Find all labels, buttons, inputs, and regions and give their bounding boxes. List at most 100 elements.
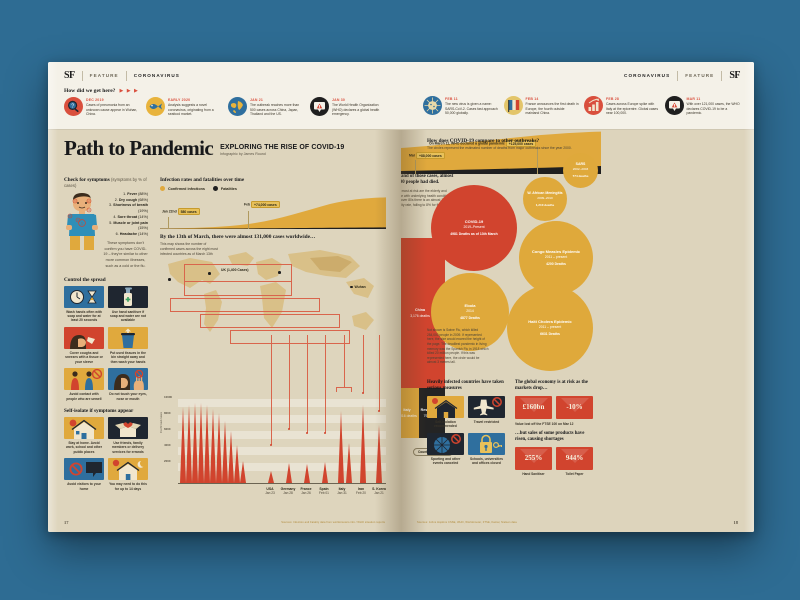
hero-block: Path to Pandemic EXPLORING THE RISE OF C… xyxy=(48,130,401,158)
alert-megaphone-icon xyxy=(310,97,329,116)
isolate-caption: Use friends, family members or delivery … xyxy=(111,441,145,454)
bar-iran xyxy=(360,405,366,484)
economy-stat: -10% xyxy=(556,395,593,419)
intro-heading: How did we get here? xyxy=(64,88,116,94)
rates-heading: Infection rates and fatalities over time xyxy=(160,177,245,183)
isolate-card: You may need to do this for up to 14 day… xyxy=(108,458,148,491)
country-date: Feb 20 xyxy=(356,491,366,496)
first-case-stem xyxy=(271,335,272,446)
measure-card: Schools, universities and offices closed xyxy=(468,432,505,466)
y-tick: 4000 xyxy=(164,443,171,448)
pandemic-note-text: On March 11, WHO declared a global pande… xyxy=(429,141,505,146)
bar-china xyxy=(204,405,210,484)
country-name: Germany xyxy=(280,487,296,492)
map-subtext: This map shows the number of confirmed c… xyxy=(160,242,218,256)
measure-caption: Sporting and other events canceled xyxy=(430,456,461,466)
masthead-top-row: CORONAVIRUS FEATURE SF xyxy=(423,69,740,82)
symptom-name: Fever xyxy=(127,192,138,196)
isolate-caption: Stay at home. Avoid work, school and oth… xyxy=(65,441,103,454)
timeline-text: EARLY 2020 Analysis suggests a novel cor… xyxy=(168,97,223,117)
symptom-pct: (68%) xyxy=(138,197,148,202)
symptom-pct: (14%) xyxy=(138,214,148,219)
masthead-right-group: CORONAVIRUS FEATURE SF xyxy=(624,70,740,81)
country-date: Jan 21 xyxy=(374,491,384,496)
map-dot-uk xyxy=(208,272,211,275)
bubble-haiti-cholera: Haiti Cholera Epidemic 2011 – present 66… xyxy=(507,284,593,371)
symptom-name: Dry cough xyxy=(118,197,138,202)
control-card: Do not touch your eyes, nose or mouth xyxy=(108,368,148,401)
no-visitors-icon xyxy=(64,458,104,481)
hero-subtitle: EXPLORING THE RISE OF COVID-19 xyxy=(220,144,345,152)
timeline-text: MAR 11 With over 121,000 cases, the WHO … xyxy=(687,96,741,116)
legend-swatch-fatalities xyxy=(212,186,218,191)
pandemic-value: +125,000 cases xyxy=(505,140,537,147)
bar-china xyxy=(210,409,216,484)
x-label-skorea: S. Korea Jan 21 xyxy=(364,487,394,495)
bubble-meningitis: W. African Meningitis 2009–2010 1,210 de… xyxy=(523,176,567,221)
callout-box xyxy=(184,282,292,297)
bubble-name: Congo Measles Epidemic xyxy=(531,248,581,254)
fish-icon xyxy=(146,97,165,116)
bar-china xyxy=(180,407,186,484)
measure-caption: Schools, universities and offices closed xyxy=(470,456,503,466)
timeline-body: The outbreak reaches more than 500 cases… xyxy=(250,103,300,117)
bubble-name: SARS xyxy=(575,162,586,167)
country-name: Italy xyxy=(338,487,346,492)
magnifier-question-icon: ? xyxy=(64,97,83,116)
bar-italy xyxy=(338,411,344,484)
masthead-divider xyxy=(677,70,679,81)
svg-text:6: 6 xyxy=(74,199,76,203)
symptoms-figure: 1 6 2 4 5 3 xyxy=(64,192,148,270)
infection-area-chart: Jan 22nd 580 cases Feb +74,000 cases xyxy=(160,195,386,229)
legend-label: Fatalities xyxy=(220,186,237,191)
intro-heading-row: How did we get here? ▶ ▶ ▶ xyxy=(64,88,387,94)
map-dot-europe xyxy=(278,271,281,274)
country-name: S. Korea xyxy=(372,487,386,492)
timeline-item: JAN 21 The outbreak reaches more than 50… xyxy=(228,97,305,117)
bubble-period: 2011 – present xyxy=(544,254,568,259)
bubble-deaths: 1,210 deaths xyxy=(535,202,555,207)
segment-value: 3,176 deaths xyxy=(410,314,430,318)
grid-band xyxy=(178,431,386,440)
first-case-dot xyxy=(378,410,380,413)
measure-card: Travel restricted xyxy=(468,395,505,429)
sf-logo: SF xyxy=(64,70,75,81)
france-flag-icon xyxy=(503,96,523,115)
timeline-item: MAR 11 With over 121,000 cases, the WHO … xyxy=(664,96,741,116)
left-page-footer: 17 Sources: Infection and Fatality data … xyxy=(48,517,401,527)
masthead-feature-label: FEATURE xyxy=(685,73,715,78)
page-title: Path to Pandemic xyxy=(64,136,214,160)
country-date: Jan 23 xyxy=(265,491,275,496)
timeline-body: Cases of pneumonia from an unknown cause… xyxy=(86,103,138,117)
wuhan-dot xyxy=(350,285,353,289)
masthead-divider xyxy=(81,70,83,81)
list-item: 3. Shortness of breath (19%) xyxy=(103,203,148,214)
stack-segment-italy: Italy 1,016 deaths xyxy=(401,388,419,438)
symptom-name: Shortness of breath xyxy=(113,203,148,208)
timeline-text: FEB 28 Cases across Europe spike with It… xyxy=(606,96,660,116)
bubble-covid19: COVID-19 2019–Present 4981 Deaths as of … xyxy=(431,184,517,271)
no-face-touch-icon xyxy=(108,368,148,391)
x-label-spain: Spain Feb 01 xyxy=(309,487,339,495)
bubble-period: 2009–2010 xyxy=(537,195,553,200)
segment-label: China xyxy=(415,308,425,312)
timeline-item: EARLY 2020 Analysis suggests a novel cor… xyxy=(146,97,223,117)
y-axis-label: Confirmed cases xyxy=(159,412,163,434)
control-card: Cover coughs and sneezes with a tissue o… xyxy=(64,326,104,364)
chart-tick xyxy=(248,211,249,229)
area-chart-svg xyxy=(160,197,386,229)
y-tick: 2000 xyxy=(164,459,171,464)
bar-china xyxy=(192,403,198,484)
legend-item-fatalities: Fatalities xyxy=(212,186,237,191)
chart-tick xyxy=(168,217,169,229)
bubble-period: 2019–Present xyxy=(463,224,485,229)
sf-logo: SF xyxy=(729,70,740,81)
x-label-italy: Italy Jan 31 xyxy=(327,487,357,495)
bubble-period: 2014 xyxy=(466,308,474,313)
down-triangle-icon xyxy=(560,448,589,463)
callout-box xyxy=(170,298,320,313)
list-item: 1. Fever (88%) xyxy=(103,192,148,198)
timeline-date: FEB 11 xyxy=(445,97,458,101)
control-caption: Avoid contact with people who are unwell xyxy=(66,392,102,401)
isolate-card: Avoid visitors to your home xyxy=(64,458,104,491)
